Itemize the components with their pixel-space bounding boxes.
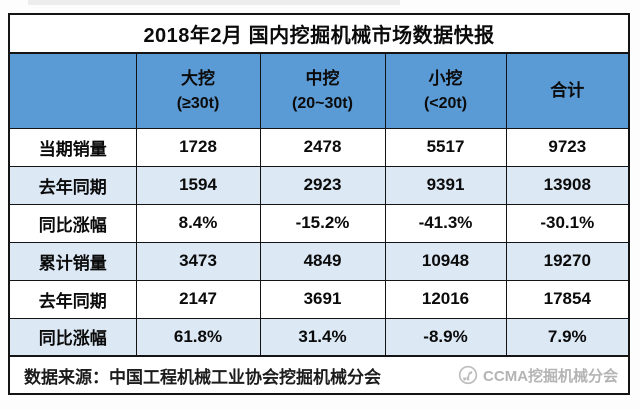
data-cell: 13908 <box>505 165 630 205</box>
data-cell: 17854 <box>505 279 630 319</box>
table-row-last-year-cumulative: 去年同期 2147 3691 12016 17854 <box>8 279 630 319</box>
row-label: 当期销量 <box>8 127 137 167</box>
col-header-mid-dig: 中挖 (20~30t) <box>259 52 386 129</box>
table-row-yoy-change: 同比涨幅 8.4% -15.2% -41.3% -30.1% <box>8 203 630 243</box>
col-header-label: 合计 <box>550 81 585 100</box>
data-cell: 2478 <box>259 127 386 167</box>
table-row-cumulative-sales: 累计销量 3473 4849 10948 19270 <box>8 241 630 281</box>
col-header-large-dig: 大挖 (≥30t) <box>135 52 261 129</box>
row-label: 累计销量 <box>8 241 137 281</box>
data-cell: 3691 <box>259 279 386 319</box>
col-header-total: 合计 <box>505 52 630 129</box>
data-cell: -41.3% <box>384 203 507 243</box>
table-row-cumulative-yoy-change: 同比涨幅 61.8% 31.4% -8.9% 7.9% <box>8 317 630 357</box>
excavator-logo-icon <box>458 365 478 385</box>
corner-cell <box>8 52 137 129</box>
row-label: 同比涨幅 <box>8 317 137 357</box>
data-cell: 2147 <box>135 279 261 319</box>
data-cell: 9723 <box>505 127 630 167</box>
data-cell: 8.4% <box>135 203 261 243</box>
table-footer-row: 数据来源：中国工程机械工业协会挖掘机械分会 CCMA挖掘机械分会 <box>8 355 630 395</box>
data-cell: 31.4% <box>259 317 386 357</box>
data-cell: 10948 <box>384 241 507 281</box>
row-label: 去年同期 <box>8 279 137 319</box>
row-label: 同比涨幅 <box>8 203 137 243</box>
data-cell: 2923 <box>259 165 386 205</box>
page-title: 2018年2月 国内挖掘机械市场数据快报 <box>8 13 630 54</box>
col-header-range: (20~30t) <box>292 94 353 112</box>
top-edge-artifact <box>28 0 400 5</box>
col-header-small-dig: 小挖 (<20t) <box>384 52 507 129</box>
column-header-row: 大挖 (≥30t) 中挖 (20~30t) 小挖 (<20t) 合计 <box>8 52 630 129</box>
data-cell: -15.2% <box>259 203 386 243</box>
data-cell: 1594 <box>135 165 261 205</box>
table-row-current-sales: 当期销量 1728 2478 5517 9723 <box>8 127 630 167</box>
data-cell: 3473 <box>135 241 261 281</box>
watermark: CCMA挖掘机械分会 <box>458 365 618 386</box>
data-cell: 9391 <box>384 165 507 205</box>
data-cell: 61.8% <box>135 317 261 357</box>
col-header-label: 中挖 <box>305 69 340 88</box>
table-title-row: 2018年2月 国内挖掘机械市场数据快报 <box>8 13 630 54</box>
table-row-last-year-same-period: 去年同期 1594 2923 9391 13908 <box>8 165 630 205</box>
data-cell: 5517 <box>384 127 507 167</box>
data-cell: -30.1% <box>505 203 630 243</box>
data-cell: 7.9% <box>505 317 630 357</box>
data-cell: 4849 <box>259 241 386 281</box>
data-cell: -8.9% <box>384 317 507 357</box>
data-source-text: 数据来源：中国工程机械工业协会挖掘机械分会 <box>24 367 381 387</box>
row-label: 去年同期 <box>8 165 137 205</box>
watermark-text: CCMA挖掘机械分会 <box>483 367 619 385</box>
data-cell: 1728 <box>135 127 261 167</box>
col-header-range: (<20t) <box>423 94 468 112</box>
col-header-label: 大挖 <box>181 69 215 88</box>
col-header-range: (≥30t) <box>176 94 220 112</box>
data-cell: 12016 <box>384 279 507 319</box>
excavator-data-table: 2018年2月 国内挖掘机械市场数据快报 大挖 (≥30t) 中挖 (20~30… <box>8 13 631 395</box>
col-header-label: 小挖 <box>428 69 463 88</box>
data-cell: 19270 <box>505 241 630 281</box>
